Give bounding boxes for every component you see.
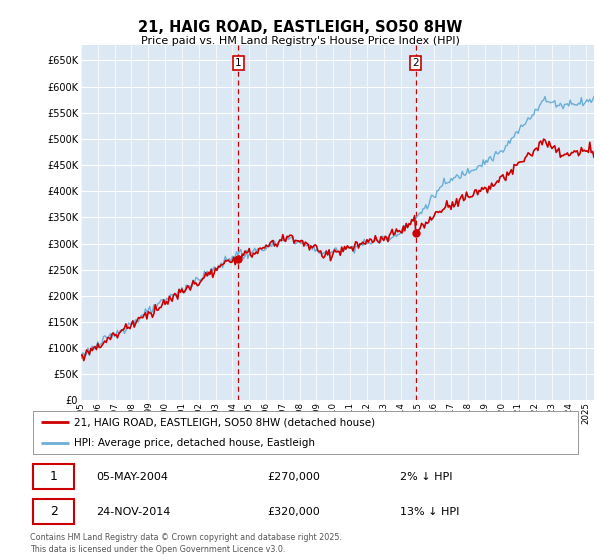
FancyBboxPatch shape bbox=[33, 464, 74, 489]
Text: Price paid vs. HM Land Registry's House Price Index (HPI): Price paid vs. HM Land Registry's House … bbox=[140, 36, 460, 46]
Text: £320,000: £320,000 bbox=[268, 507, 320, 517]
Text: 2: 2 bbox=[50, 505, 58, 518]
Text: 21, HAIG ROAD, EASTLEIGH, SO50 8HW (detached house): 21, HAIG ROAD, EASTLEIGH, SO50 8HW (deta… bbox=[74, 417, 375, 427]
Text: £270,000: £270,000 bbox=[268, 472, 320, 482]
Text: 2: 2 bbox=[412, 58, 419, 68]
FancyBboxPatch shape bbox=[33, 499, 74, 524]
Text: HPI: Average price, detached house, Eastleigh: HPI: Average price, detached house, East… bbox=[74, 438, 315, 448]
Text: 13% ↓ HPI: 13% ↓ HPI bbox=[400, 507, 459, 517]
FancyBboxPatch shape bbox=[33, 410, 578, 455]
Text: 1: 1 bbox=[235, 58, 242, 68]
Text: 05-MAY-2004: 05-MAY-2004 bbox=[96, 472, 168, 482]
Text: 21, HAIG ROAD, EASTLEIGH, SO50 8HW: 21, HAIG ROAD, EASTLEIGH, SO50 8HW bbox=[138, 20, 462, 35]
Text: Contains HM Land Registry data © Crown copyright and database right 2025.
This d: Contains HM Land Registry data © Crown c… bbox=[30, 533, 342, 554]
Text: 24-NOV-2014: 24-NOV-2014 bbox=[96, 507, 170, 517]
Text: 2% ↓ HPI: 2% ↓ HPI bbox=[400, 472, 452, 482]
Text: 1: 1 bbox=[50, 470, 58, 483]
